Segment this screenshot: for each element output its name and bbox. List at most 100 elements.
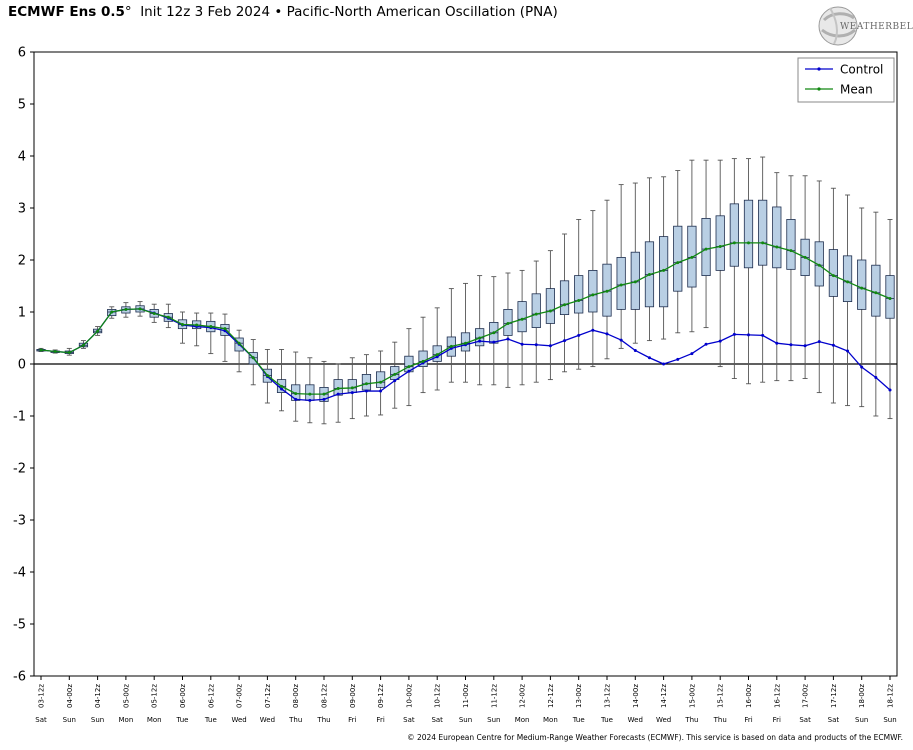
x-tick-label: 11-12z — [490, 684, 498, 708]
y-tick-label: 2 — [18, 254, 26, 269]
day-label: Tue — [176, 716, 189, 724]
index-name: Pacific-North American Oscillation (PNA) — [286, 4, 558, 20]
init-time: Init 12z 3 Feb 2024 — [140, 4, 271, 20]
legend-box — [797, 57, 895, 103]
x-tick-label: 13-00z — [575, 684, 583, 708]
legend: Control Mean — [797, 57, 895, 103]
iqr-box — [715, 215, 725, 271]
iqr-box — [545, 288, 556, 324]
iqr-box — [375, 371, 386, 388]
ensemble-box — [758, 156, 768, 383]
mean-point — [251, 356, 255, 360]
mean-point — [548, 309, 552, 313]
iqr-box — [743, 199, 754, 269]
ensemble-box — [772, 172, 782, 382]
day-label: Mon — [119, 716, 134, 724]
day-label: Tue — [572, 716, 585, 724]
globe-logo-icon — [818, 6, 858, 46]
mean-point — [53, 350, 57, 354]
day-label: Wed — [260, 716, 275, 724]
x-tick-label: 10-12z — [434, 684, 442, 708]
x-tick-label: 09-12z — [377, 684, 385, 708]
mean-point — [860, 286, 864, 290]
iqr-box — [616, 256, 626, 310]
ensemble-box — [842, 194, 853, 407]
mean-point — [492, 331, 496, 335]
day-label: Mon — [515, 716, 530, 724]
iqr-box — [758, 199, 768, 266]
control-point — [435, 355, 439, 359]
day-label: Sun — [883, 716, 896, 724]
y-tick-label: -4 — [13, 566, 26, 581]
x-tick-label: 08-12z — [321, 684, 329, 708]
legend-control-label: Control — [840, 63, 883, 77]
day-label: Sun — [459, 716, 472, 724]
mean-point — [265, 373, 269, 377]
mean-point — [152, 312, 156, 316]
ensemble-box — [517, 269, 527, 386]
mean-point — [591, 293, 595, 297]
control-point — [407, 369, 411, 373]
control-point — [322, 397, 326, 401]
x-tick-label: 16-12z — [773, 684, 781, 708]
day-label: Mon — [543, 716, 558, 724]
ensemble-box — [588, 210, 598, 368]
mean-point — [761, 241, 765, 245]
mean-point — [39, 348, 43, 352]
control-point — [676, 357, 680, 361]
day-label: Wed — [628, 716, 643, 724]
x-tick-label: 07-00z — [236, 684, 244, 708]
control-point — [393, 379, 397, 383]
copyright-footer: © 2024 European Centre for Medium-Range … — [407, 733, 903, 742]
x-tick-label: 06-12z — [207, 684, 215, 708]
day-label: Sat — [799, 716, 811, 724]
iqr-box — [559, 280, 570, 315]
iqr-box — [574, 275, 584, 314]
x-tick-label: 11-00z — [462, 684, 470, 708]
iqr-box — [347, 379, 357, 394]
mean-point — [605, 289, 609, 293]
y-tick-label: -1 — [13, 410, 26, 425]
day-label: Fri — [744, 716, 752, 724]
mean-point — [464, 341, 467, 345]
mean-point — [209, 325, 213, 329]
x-tick-label: 09-00z — [349, 684, 357, 708]
mean-point — [449, 344, 453, 348]
y-tick-label: -6 — [13, 670, 26, 685]
control-point — [860, 365, 864, 369]
mean-point — [421, 359, 425, 363]
control-point — [831, 343, 835, 347]
weatherbell-logo: WEATHERBELL — [814, 4, 913, 50]
x-tick-label: 04-00z — [66, 684, 74, 708]
x-tick-label: 14-12z — [660, 684, 668, 708]
control-point — [520, 342, 524, 346]
mean-point — [350, 386, 354, 390]
x-tick-label: 16-00z — [745, 684, 753, 708]
iqr-box — [305, 384, 315, 401]
mean-point — [534, 312, 538, 316]
mean-point — [831, 274, 835, 278]
mean-point — [647, 273, 651, 277]
mean-point — [166, 315, 170, 319]
x-tick-label: 10-00z — [405, 684, 413, 708]
x-tick-label: 12-12z — [547, 684, 555, 708]
y-tick-label: 1 — [18, 306, 26, 321]
day-label: Sun — [63, 716, 76, 724]
mean-point — [520, 317, 524, 321]
mean-point — [96, 329, 100, 333]
mean-point — [322, 392, 326, 396]
control-point — [803, 344, 807, 348]
x-tick-label: 05-00z — [122, 684, 130, 708]
control-point — [718, 339, 722, 343]
mean-point — [393, 372, 397, 376]
day-label: Sun — [855, 716, 868, 724]
y-tick-label: -5 — [13, 618, 26, 633]
control-point — [364, 389, 368, 393]
control-point — [747, 333, 750, 337]
day-label: Thu — [316, 716, 330, 724]
x-tick-label: 15-12z — [717, 684, 725, 708]
iqr-box — [842, 255, 853, 302]
x-tick-label: 15-00z — [688, 684, 696, 708]
x-tick-label: 07-12z — [264, 684, 272, 708]
